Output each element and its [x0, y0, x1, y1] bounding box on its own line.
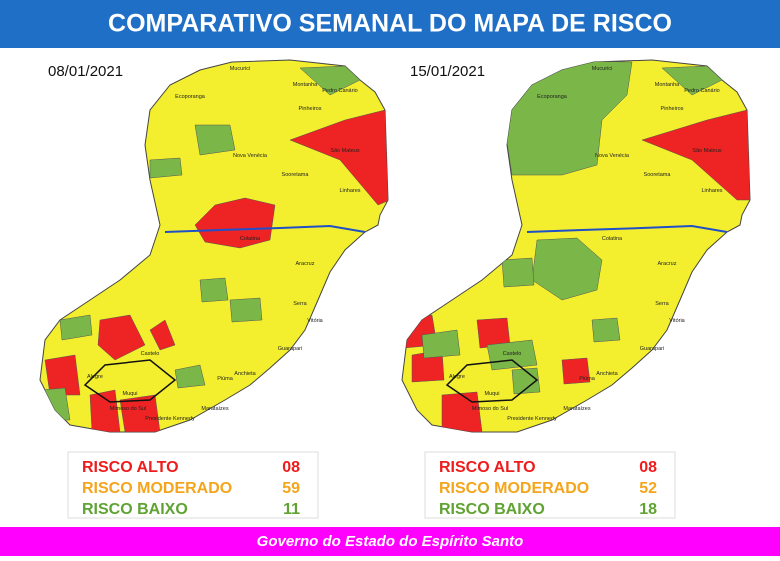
map: Mucurici Montanha Pedro Canário Ecoporanga P… [401, 59, 751, 433]
municipality-label: Mucurici [592, 66, 612, 72]
municipality-label: Presidente Kennedy [507, 416, 557, 422]
municipality-label: Pedro Canário [322, 88, 357, 94]
municipality-label: Nova Venécia [595, 153, 630, 159]
municipality-label: Colatina [602, 236, 623, 242]
legend-count: 11 [283, 501, 300, 518]
municipality-label: Vitória [307, 318, 323, 324]
legend-label: RISCO MODERADO [82, 480, 232, 497]
municipality-label: Mucurici [230, 66, 250, 72]
municipality-label: Serra [655, 301, 669, 307]
map-date: 08/01/2021 [48, 63, 123, 80]
municipality-label: Alegre [87, 374, 103, 380]
footer-text: Governo do Estado do Espírito Santo [257, 533, 524, 550]
municipality-label: Piúma [579, 376, 596, 382]
municipality-label: Pinheiros [661, 106, 684, 112]
municipality-label: Guarapari [278, 346, 302, 352]
legend-label: RISCO MODERADO [439, 480, 589, 497]
municipality-label: Aracruz [296, 261, 315, 267]
municipality-label: Nova Venécia [233, 153, 268, 159]
municipality-label: São Mateus [330, 148, 360, 154]
municipality-label: Linhares [701, 188, 722, 194]
municipality-label: Montanha [655, 82, 680, 88]
header-bar [0, 0, 780, 48]
legend-count: 08 [639, 459, 657, 476]
municipality-label: Muqui [123, 391, 138, 397]
municipality-label: Piúma [217, 376, 234, 382]
legend-box [67, 451, 319, 519]
municipality-label: Castelo [503, 351, 522, 357]
municipality-label: Montanha [293, 82, 318, 88]
legend-label: RISCO BAIXO [82, 501, 188, 518]
municipality-label: Ecoporanga [537, 94, 568, 100]
municipality-label: Aracruz [658, 261, 677, 267]
map: Mucurici Montanha Pedro Canário Ecoporanga P… [39, 59, 389, 433]
legend-count: 18 [639, 501, 657, 518]
title: COMPARATIVO SEMANAL DO MAPA DE RISCO [108, 10, 672, 38]
municipality-label: Mimoso do Sul [472, 406, 508, 412]
municipality-label: Guarapari [640, 346, 664, 352]
municipality-label: São Mateus [692, 148, 722, 154]
municipality-label: Presidente Kennedy [145, 416, 195, 422]
municipality-label: Sooretama [282, 172, 310, 178]
municipality-label: Ecoporanga [175, 94, 206, 100]
legend-count: 08 [282, 459, 300, 476]
municipality-label: Mimoso do Sul [110, 406, 146, 412]
footer-bar [0, 527, 780, 556]
legend-label: RISCO BAIXO [439, 501, 545, 518]
municipality-label: Linhares [339, 188, 360, 194]
municipality-label: Serra [293, 301, 307, 307]
legend-label: RISCO ALTO [82, 459, 179, 476]
municipality-label: Marataízes [201, 406, 228, 412]
municipality-label: Alegre [449, 374, 465, 380]
municipality-label: Anchieta [234, 371, 256, 377]
legend-count: 52 [639, 480, 657, 497]
municipality-label: Castelo [141, 351, 160, 357]
municipality-label: Marataízes [563, 406, 590, 412]
municipality-label: Vitória [669, 318, 685, 324]
legend-label: RISCO ALTO [439, 459, 536, 476]
municipality-label: Sooretama [644, 172, 672, 178]
legend-box [424, 451, 676, 519]
municipality-label: Anchieta [596, 371, 618, 377]
map-date: 15/01/2021 [410, 63, 485, 80]
municipality-label: Pinheiros [299, 106, 322, 112]
municipality-label: Pedro Canário [684, 88, 719, 94]
municipality-label: Colatina [240, 236, 261, 242]
municipality-label: Muqui [485, 391, 500, 397]
legend-count: 59 [282, 480, 300, 497]
